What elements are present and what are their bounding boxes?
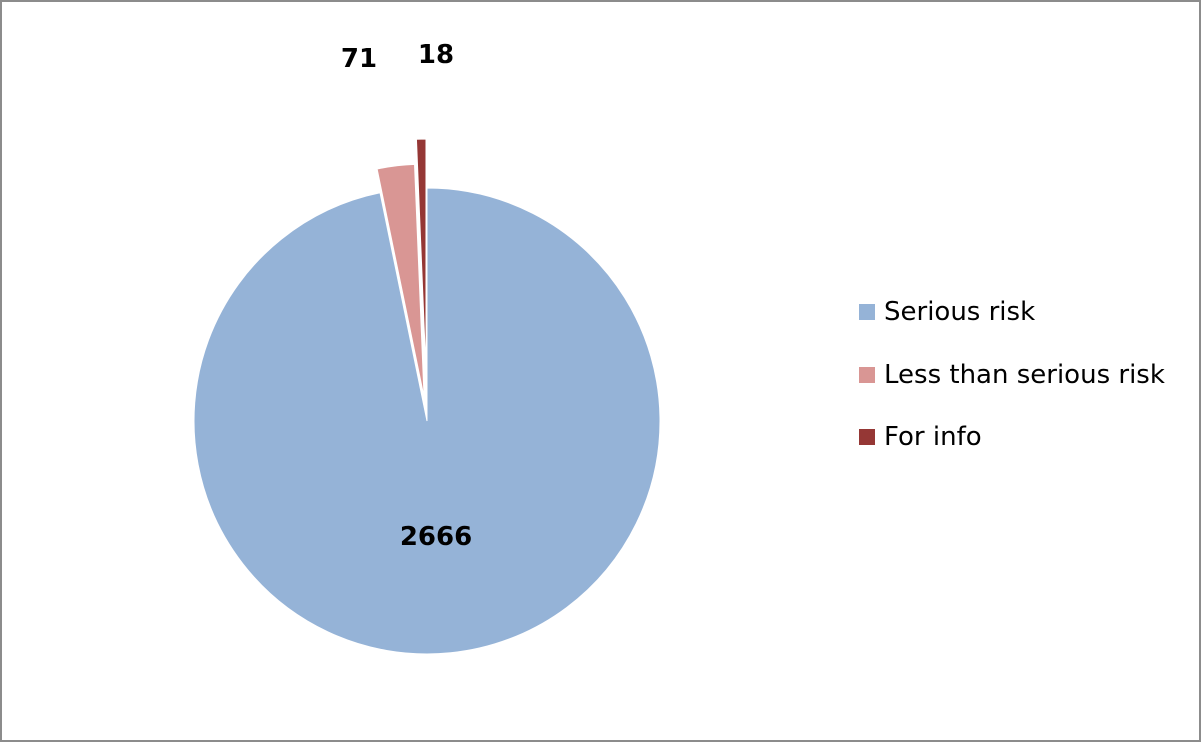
legend-label-for-info: For info: [884, 422, 982, 452]
legend-item-serious-risk: Serious risk: [859, 292, 1165, 332]
pie-slice-for-info: [415, 138, 427, 373]
data-label-serious-risk: 2666: [400, 522, 472, 552]
pie-slices: [193, 138, 661, 655]
legend-label-serious-risk: Serious risk: [884, 297, 1036, 327]
legend: Serious risk Less than serious risk For …: [859, 292, 1165, 480]
data-labels: 2666 71 18: [341, 40, 472, 552]
legend-item-for-info: For info: [859, 417, 1165, 457]
legend-swatch-less-than-serious-risk: [859, 366, 875, 383]
data-label-for-info: 18: [418, 40, 454, 70]
pie-slice-less-than-serious-risk: [376, 163, 425, 398]
data-label-less-than-serious-risk: 71: [341, 44, 377, 74]
legend-swatch-serious-risk: [859, 304, 875, 320]
legend-item-less-than-serious-risk: Less than serious risk: [859, 355, 1165, 395]
pie-slice-serious-risk: [193, 187, 661, 655]
legend-swatch-for-info: [859, 429, 875, 445]
legend-label-less-than-serious-risk: Less than serious risk: [884, 359, 1165, 390]
